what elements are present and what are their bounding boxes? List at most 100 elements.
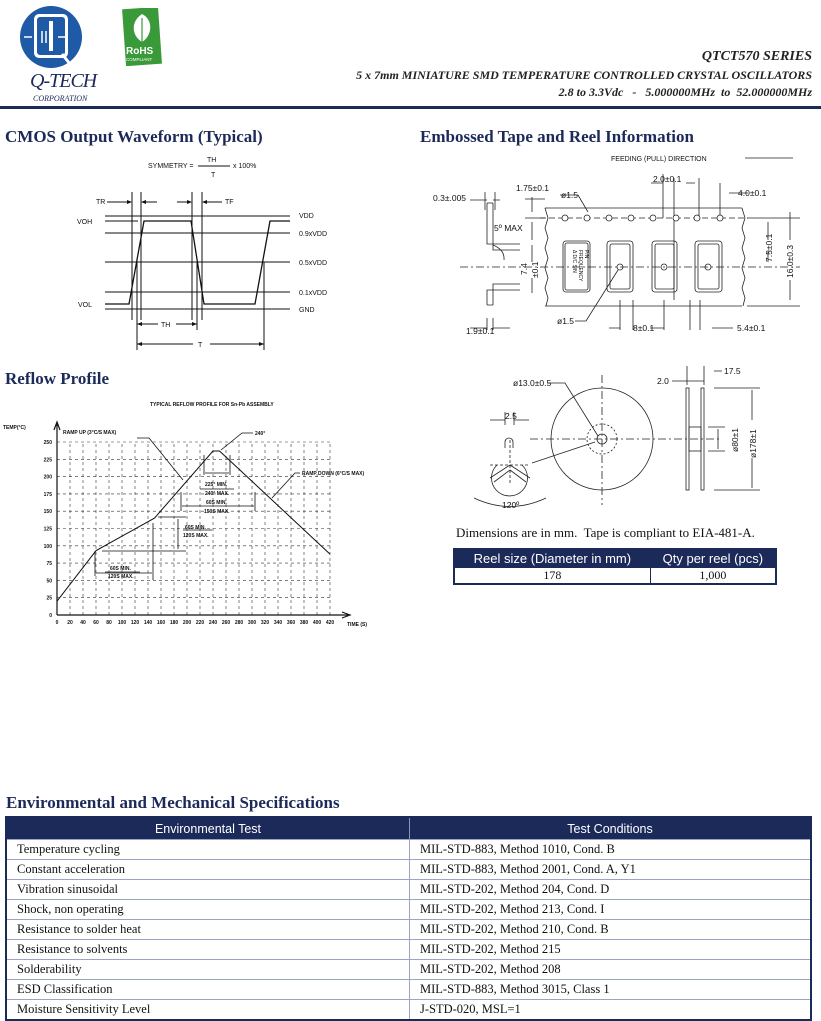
dim-40: 4.0±0.1: [738, 188, 767, 198]
dim-thickness: 0.3±.005: [433, 193, 466, 203]
ramp-up-label: RAMP UP (3°C/S MAX): [63, 430, 117, 436]
dim-8: 8±0.1: [633, 323, 654, 333]
dim-19: 1.9±0.1: [466, 326, 495, 336]
soak-v-max-label: 120S MAX.: [183, 533, 209, 539]
reel-178-dim: ø178±1: [748, 429, 758, 458]
dim-160: 16.0±0.3: [785, 245, 795, 278]
env-condition-cell: MIL-STD-883, Method 2001, Cond. A, Y1: [409, 859, 812, 880]
x-tick-label: 300: [248, 620, 257, 626]
symmetry-times: x 100%: [233, 163, 256, 170]
env-test-cell: Resistance to solder heat: [6, 919, 410, 940]
y-tick-label: 50: [46, 578, 52, 584]
x-tick-label: 280: [235, 620, 244, 626]
x-tick-label: 220: [196, 620, 205, 626]
env-header-conditions: Test Conditions: [409, 817, 812, 840]
env-title: Environmental and Mechanical Specificati…: [6, 793, 340, 812]
dim-54: 5.4±0.1: [737, 323, 766, 333]
env-condition-cell: MIL-STD-202, Method 208: [409, 959, 812, 980]
qtech-logo: [20, 6, 82, 68]
x-tick-label: 420: [326, 620, 335, 626]
pocket-pn: P/N: [583, 250, 589, 259]
x-tick-label: 40: [80, 620, 86, 626]
table-row: Vibration sinusoidal MIL-STD-202, Method …: [6, 879, 812, 900]
x-tick-label: 320: [261, 620, 270, 626]
table-row: Shock, non operating MIL-STD-202, Method …: [6, 899, 812, 920]
env-condition-cell: MIL-STD-202, Method 210, Cond. B: [409, 919, 812, 940]
env-test-cell: ESD Classification: [6, 979, 410, 1000]
rohs-compliant-text: COMPLIANT: [126, 57, 153, 62]
reel-25-dim: 2.5: [505, 411, 517, 421]
table-row: Resistance to solder heat MIL-STD-202, Me…: [6, 919, 812, 940]
x-tick-label: 200: [183, 620, 192, 626]
x-tick-label: 100: [118, 620, 127, 626]
y-tick-label: 250: [44, 440, 53, 446]
dim-74-tol: ±0.1: [530, 261, 540, 278]
v01-label: 0.1xVDD: [299, 290, 327, 297]
liquidus-max-label: 150S MAX.: [204, 509, 230, 515]
dim-175: 1.75±0.1: [516, 183, 549, 193]
vdd-label: VDD: [299, 213, 314, 220]
x-axis: [57, 611, 352, 619]
cmos-waveform-diagram: SYMMETRY = TH T x 100% TR TF VOH VOL VDD…: [77, 157, 327, 350]
y-tick-label: 0: [49, 613, 52, 619]
company-name: Q-TECH: [30, 70, 97, 92]
reel-table-header: Reel size (Diameter in mm): [453, 548, 651, 568]
peak-min-label: 225° MIN.: [205, 482, 228, 488]
y-tick-label: 100: [44, 544, 53, 550]
y-tick-label: 25: [46, 596, 52, 602]
env-condition-cell: MIL-STD-202, Method 204, Cond. D: [409, 879, 812, 900]
t-dimension: T: [198, 342, 203, 349]
reflow-profile-line: [56, 450, 331, 602]
vol-label: VOL: [78, 302, 92, 309]
pocket-frequency: FREQUENCY: [577, 250, 583, 282]
env-test-cell: Shock, non operating: [6, 899, 410, 920]
peak-max-label: 240° MAX.: [205, 491, 230, 497]
dimensions-note: Dimensions are in mm. Tape is compliant …: [456, 525, 755, 540]
env-condition-cell: MIL-STD-883, Method 3015, Class 1: [409, 979, 812, 1000]
qty-cell: 1,000: [649, 567, 777, 585]
y-tick-label: 150: [44, 509, 53, 515]
x-tick-label: 120: [131, 620, 140, 626]
symmetry-label: SYMMETRY =: [148, 163, 193, 170]
tf-label: TF: [225, 199, 234, 206]
env-header-test: Environmental Test: [6, 817, 410, 840]
y-tick-label: 125: [44, 527, 53, 533]
reel-table: Reel size (Diameter in mm) Qty per reel (…: [453, 548, 777, 585]
env-spec-table: Environmental Test Test Conditions Temper…: [5, 816, 812, 1021]
soak-h-min-label: 60S MIN.: [110, 566, 131, 572]
tape-title: Embossed Tape and Reel Information: [420, 127, 694, 146]
reel-size-cell: 178: [453, 567, 651, 585]
table-row: Solderability MIL-STD-202, Method 208: [6, 959, 812, 980]
dim-5max: 5º MAX: [494, 223, 523, 233]
ramp-down-label: RAMP DOWN (6°C/S MAX): [302, 471, 365, 477]
x-tick-label: 20: [67, 620, 73, 626]
v09-label: 0.9xVDD: [299, 231, 327, 238]
x-tick-label: 180: [170, 620, 179, 626]
x-tick-label: 160: [157, 620, 166, 626]
env-condition-cell: J-STD-020, MSL=1: [409, 999, 812, 1020]
symmetry-th: TH: [207, 157, 216, 164]
company-sub: CORPORATION: [33, 94, 88, 103]
series-title: QTCT570 SERIES: [701, 49, 812, 64]
x-tick-label: 140: [144, 620, 153, 626]
env-condition-cell: MIL-STD-202, Method 213, Cond. I: [409, 899, 812, 920]
dim-75: 7.5±0.1: [764, 233, 774, 262]
env-test-cell: Solderability: [6, 959, 410, 980]
reel-175-dim: 17.5: [724, 366, 741, 376]
pocket-dc-sn: Δ D/C S/N: [571, 250, 577, 273]
symmetry-t: T: [211, 172, 216, 179]
x-tick-label: 240: [209, 620, 218, 626]
x-tick-label: 260: [222, 620, 231, 626]
reflow-profile-chart: 0 25 50 75 100 125 150 175 200 225 250 0 20 40 60 80 100…: [3, 402, 367, 628]
voh-label: VOH: [77, 219, 92, 226]
reel-120-dim: 120º: [502, 500, 519, 510]
table-row: 178 1,000: [453, 567, 777, 585]
x-tick-label: 380: [300, 620, 309, 626]
reflow-title: Reflow Profile: [5, 369, 110, 388]
th-dimension: TH: [161, 322, 170, 329]
tape-reel-diagram: FEEDING (PULL) DIRECTION 0.3±.005 1.75±0…: [433, 156, 800, 510]
y-axis: [53, 420, 61, 615]
table-row: Temperature cycling MIL-STD-883, Method 1…: [6, 839, 812, 860]
y-tick-label: 200: [44, 475, 53, 481]
liquidus-min-label: 60S MIN.: [206, 500, 227, 506]
